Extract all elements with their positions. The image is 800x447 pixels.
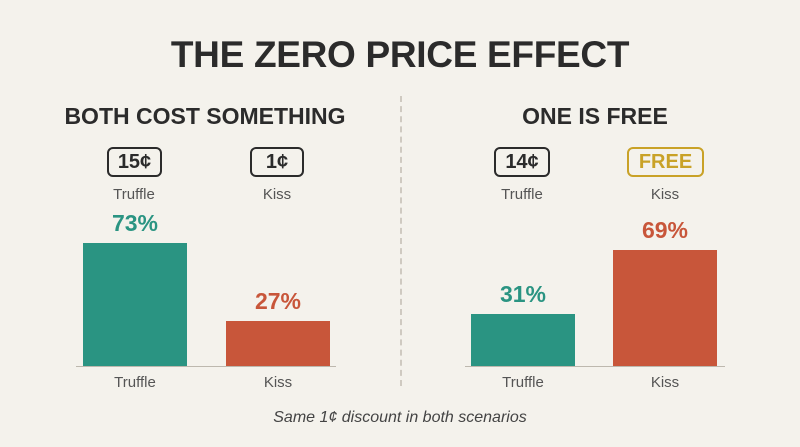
- bar-truffle-left: [83, 243, 187, 366]
- price-label-kiss-right: Kiss: [650, 186, 680, 203]
- bar-truffle-right: [471, 313, 575, 366]
- category-label-truffle-right: Truffle: [502, 374, 544, 391]
- baseline-right: [465, 366, 725, 367]
- category-label-truffle-left: Truffle: [114, 374, 156, 391]
- bar-kiss-left: [226, 320, 330, 366]
- value-label-kiss-left: 27%: [254, 287, 302, 314]
- panel-divider: [400, 96, 402, 386]
- panel-title-right: ONE IS FREE: [522, 103, 668, 129]
- bar-kiss-right: [613, 250, 717, 366]
- price-label-truffle-right: Truffle: [501, 186, 543, 203]
- value-label-truffle-right: 31%: [499, 280, 547, 307]
- price-label-kiss-left: Kiss: [262, 186, 292, 203]
- price-tag-truffle-right: 14¢: [494, 147, 550, 177]
- price-tag-kiss-left: 1¢: [250, 147, 304, 177]
- chart-title: THE ZERO PRICE EFFECT: [170, 34, 630, 75]
- value-label-kiss-right: 69%: [641, 217, 689, 244]
- price-tag-truffle-left: 15¢: [107, 147, 162, 177]
- category-label-kiss-left: Kiss: [263, 374, 293, 391]
- footnote: Same 1¢ discount in both scenarios: [273, 409, 527, 426]
- price-label-truffle-left: Truffle: [113, 186, 155, 203]
- baseline-left: [76, 366, 336, 367]
- panel-title-left: BOTH COST SOMETHING: [64, 103, 346, 129]
- category-label-kiss-right: Kiss: [650, 374, 680, 391]
- price-tag-kiss-right: FREE: [627, 147, 704, 177]
- value-label-truffle-left: 73%: [111, 210, 159, 237]
